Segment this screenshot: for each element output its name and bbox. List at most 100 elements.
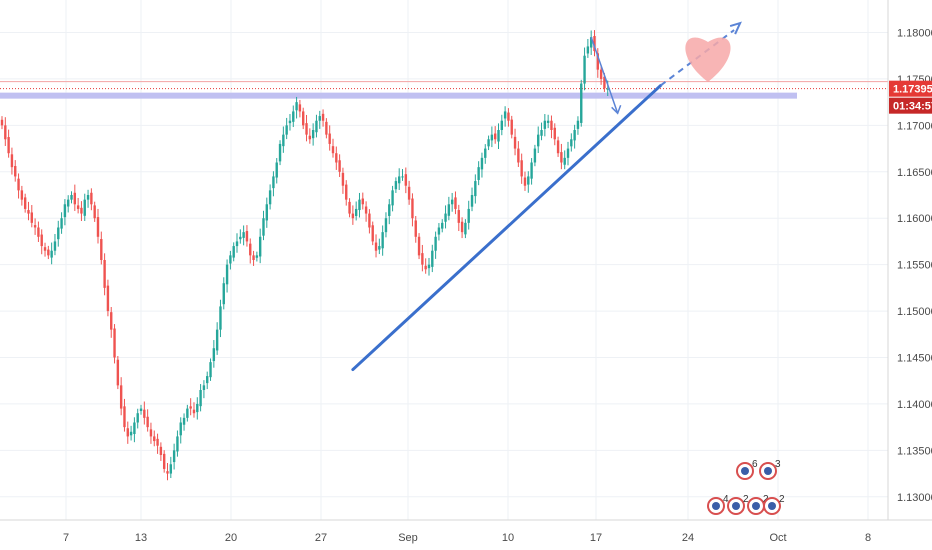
time-tick-label: 7 [63, 532, 69, 544]
candle-body [215, 329, 219, 351]
price-axis[interactable]: 1.180001.175001.170001.165001.160001.155… [887, 0, 932, 520]
news-marker[interactable]: 6 [736, 459, 758, 480]
candle-body [73, 192, 77, 205]
candle-body [162, 453, 166, 469]
candle-body [14, 166, 17, 177]
candle-body [464, 222, 467, 235]
candle-body [348, 201, 351, 214]
candle-body [527, 176, 530, 185]
candle-body [437, 227, 441, 235]
time-tick-label: 17 [590, 532, 602, 544]
news-count: 2 [743, 494, 749, 505]
candle-body [404, 174, 408, 186]
candle-body [335, 153, 338, 163]
candle-body [249, 243, 252, 256]
candle-body [86, 195, 90, 200]
price-tick-label: 1.16000 [897, 213, 932, 225]
candle-body [292, 111, 295, 122]
candle-body [100, 239, 103, 260]
candle-body [318, 116, 321, 121]
candle-body [126, 428, 129, 437]
news-marker[interactable]: 3 [759, 459, 781, 480]
candle-body [116, 359, 120, 386]
candle-body [119, 385, 123, 409]
candle-body [67, 199, 70, 207]
candle-body [381, 232, 384, 249]
candle-body [83, 199, 86, 216]
time-tick-label: 13 [135, 532, 147, 544]
candle-body [4, 125, 7, 140]
candle-body [374, 242, 378, 251]
candle-body [76, 205, 80, 209]
candle-body [232, 246, 235, 258]
candle-body [305, 123, 308, 135]
news-markers[interactable]: 426232 [707, 459, 785, 515]
candle-body [239, 236, 242, 240]
candle-body [189, 406, 192, 409]
countdown-label: 01:34:57 [893, 101, 932, 113]
candle-body [80, 207, 83, 214]
news-marker[interactable]: 2 [727, 494, 749, 515]
candle-body [513, 136, 517, 149]
candle-body [159, 446, 163, 455]
candle-body [487, 139, 490, 147]
candle-body [444, 213, 447, 222]
news-marker[interactable]: 4 [707, 494, 729, 515]
candle-body [156, 438, 159, 446]
time-axis[interactable]: 7 13 20 27 Sep 10 17 24 Oct 8 [0, 519, 932, 544]
candle-body [450, 199, 454, 205]
candle-body [606, 88, 609, 90]
time-tick-label: 24 [682, 532, 694, 544]
candle-body [417, 236, 421, 256]
candle-body [179, 422, 182, 436]
candle-body [391, 190, 394, 206]
candle-body [507, 112, 510, 121]
candle-body [358, 199, 361, 211]
candle-body [477, 167, 480, 180]
candle-body [583, 55, 586, 84]
candle-body [454, 197, 457, 209]
candle-body [272, 176, 275, 189]
candle-body [460, 221, 464, 233]
candle-body [143, 409, 146, 418]
candle-body [146, 416, 149, 428]
candle-body [345, 184, 348, 200]
support-zone-band [0, 92, 797, 99]
candle-body [206, 376, 209, 384]
candle-body [53, 241, 57, 251]
candle-body [176, 436, 179, 452]
candle-body [258, 236, 262, 257]
candle-body [0, 119, 4, 126]
candle-body [315, 120, 318, 133]
candle-body [219, 306, 222, 330]
candle-body [431, 250, 434, 267]
candle-body [484, 148, 487, 158]
candle-body [275, 162, 278, 178]
candle-body [321, 113, 325, 121]
support-zone [0, 81, 888, 99]
candle-body [447, 204, 451, 216]
candle-body [371, 225, 374, 242]
candle-body [202, 385, 206, 390]
candle-body [265, 204, 268, 221]
candle-body [589, 37, 593, 48]
heart-shape [685, 37, 731, 82]
candle-body [441, 222, 444, 229]
candle-body [245, 231, 249, 242]
candle-body [229, 255, 232, 264]
candle-body [338, 160, 341, 172]
time-tick-label: 20 [225, 532, 237, 544]
candles [0, 30, 609, 481]
candle-body [136, 413, 139, 423]
news-marker[interactable]: 2 [763, 494, 785, 515]
candle-body [523, 177, 527, 186]
candle-body [17, 178, 20, 191]
candle-body [235, 241, 239, 247]
time-tick-label: 10 [502, 532, 514, 544]
candle-body [603, 76, 606, 89]
candle-body [57, 227, 60, 240]
price-tick-label: 1.15500 [897, 260, 932, 272]
candle-body [427, 264, 431, 269]
candle-body [398, 176, 401, 184]
